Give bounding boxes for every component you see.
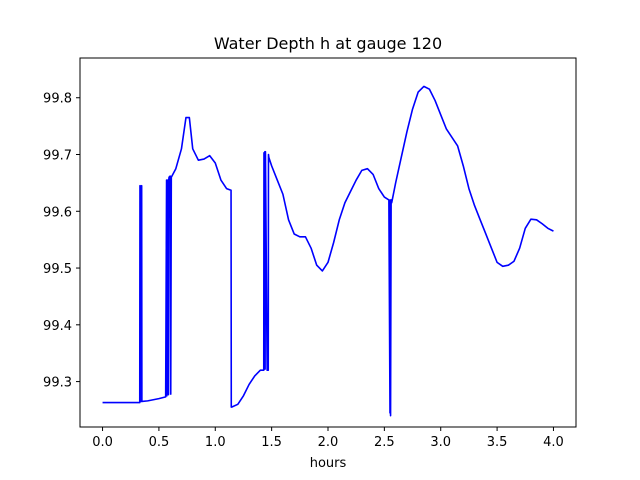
plot-area: [102, 85, 554, 417]
x-axis-label: hours: [310, 456, 347, 471]
x-tick-label: 1.0: [205, 435, 226, 450]
x-tick-label: 0.0: [92, 435, 113, 450]
y-axis: 99.3 99.4 99.5 99.6 99.7 99.8: [43, 92, 80, 391]
x-tick-label: 0.5: [149, 435, 170, 450]
y-tick-label: 99.4: [43, 319, 72, 334]
series-line: [102, 85, 554, 417]
x-tick-label: 2.0: [318, 435, 339, 450]
x-tick-label: 3.0: [430, 435, 451, 450]
x-tick-label: 4.0: [543, 435, 564, 450]
y-tick-label: 99.7: [43, 149, 72, 164]
x-axis: 0.0 0.5 1.0 1.5 2.0 2.5 3.0 3.5 4.0: [92, 427, 564, 450]
x-tick-label: 3.5: [487, 435, 508, 450]
x-tick-label: 2.5: [374, 435, 395, 450]
y-tick-label: 99.5: [43, 262, 72, 277]
chart-title: Water Depth h at gauge 120: [214, 34, 442, 53]
y-tick-label: 99.8: [43, 92, 72, 107]
plot-frame: [79, 57, 577, 428]
y-tick-label: 99.6: [43, 205, 72, 220]
y-tick-label: 99.3: [43, 376, 72, 391]
x-tick-label: 1.5: [261, 435, 282, 450]
